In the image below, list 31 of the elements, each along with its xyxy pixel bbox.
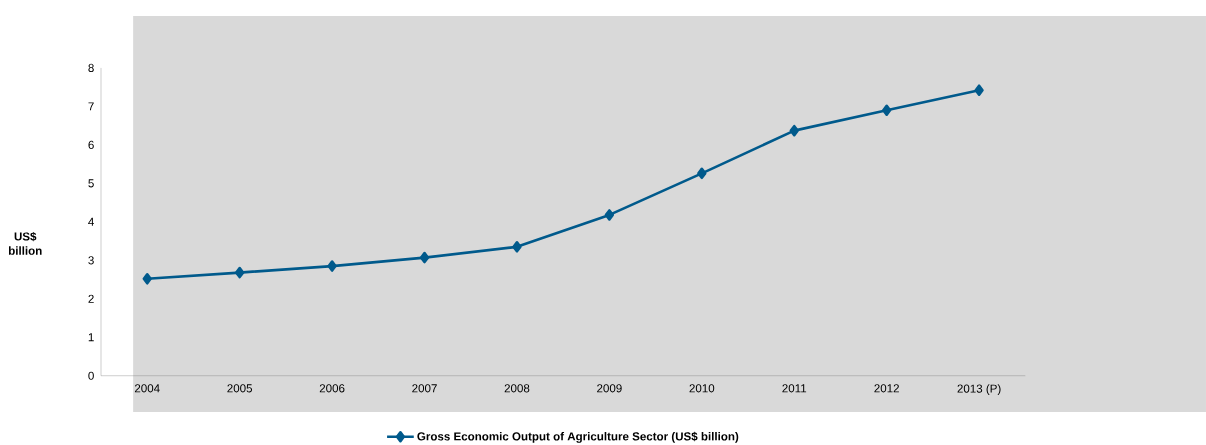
point xyxy=(974,84,984,96)
point xyxy=(142,272,152,285)
x-tick-label: 2004 xyxy=(134,384,160,393)
legend-label: Gross Economic Output of Agriculture Sector (US$ billion) xyxy=(417,431,739,443)
x-tick-label: 2009 xyxy=(597,384,622,393)
x-tick-label: 2011 xyxy=(782,384,807,393)
point xyxy=(604,208,615,221)
y-tick-label: 3 xyxy=(88,256,94,265)
x-tick-label: 2006 xyxy=(319,384,345,393)
point xyxy=(512,240,522,253)
x-tick-label: 2005 xyxy=(227,384,253,393)
y-tick-label: 0 xyxy=(88,371,94,380)
x-tick-label: 2012 xyxy=(874,384,899,393)
y-tick-label: 4 xyxy=(88,217,94,226)
y-tick-label: 1 xyxy=(88,333,94,342)
y-tick-label: 5 xyxy=(88,179,94,188)
y-tick-label: 2 xyxy=(88,294,94,303)
point xyxy=(327,260,337,272)
x-tick-label: 2010 xyxy=(689,384,715,393)
x-tick-label: 2008 xyxy=(504,384,530,393)
y-tick-label: 8 xyxy=(88,63,94,72)
y-tick-label: 7 xyxy=(88,102,94,111)
x-tick-label: 2013 (P) xyxy=(957,384,1001,395)
y-tick-label: 6 xyxy=(88,140,94,149)
point xyxy=(419,251,430,264)
x-tick-label: 2007 xyxy=(412,384,437,393)
point xyxy=(234,266,245,279)
point xyxy=(789,124,799,137)
y-axis-title: US$ billion xyxy=(8,231,42,255)
point xyxy=(882,104,892,116)
point xyxy=(697,167,707,179)
